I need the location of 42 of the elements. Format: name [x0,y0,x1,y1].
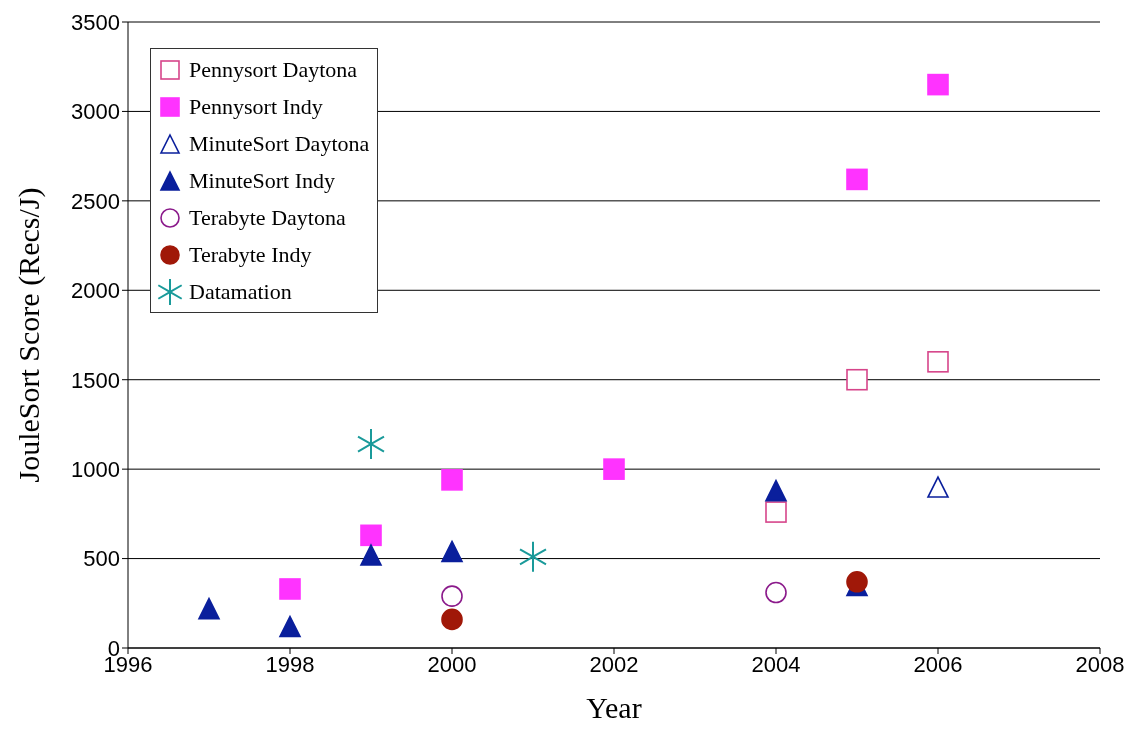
x-tick-label: 1998 [265,651,315,677]
x-axis-title: Year [586,691,642,724]
point [846,368,868,391]
x-tick-label: 2006 [913,651,963,677]
point [279,578,301,600]
legend-label: Pennysort Daytona [189,56,358,83]
point [360,544,382,566]
point [765,501,787,523]
point [603,458,625,480]
legend-label: Terabyte Indy [189,241,312,268]
legend-label: MinuteSort Indy [189,167,336,194]
point [198,597,220,620]
x-tick-label: 2008 [1075,651,1125,677]
point [765,581,787,604]
point [441,469,463,491]
point [765,479,787,502]
point [357,429,385,460]
legend-label: Pennysort Indy [189,93,323,120]
point [927,351,949,373]
point [519,541,547,572]
y-tick-label: 3500 [71,9,120,35]
point [846,168,868,191]
x-tick-label: 2000 [427,651,477,677]
point [927,73,949,96]
point [927,476,949,498]
legend-label: Datamation [189,278,292,305]
x-tick-label: 2004 [751,651,801,677]
point [441,608,463,631]
y-tick-label: 1000 [71,456,120,482]
point [360,524,382,547]
y-tick-label: 2000 [71,278,120,304]
y-tick-label: 1500 [71,367,120,393]
x-tick-label: 2002 [589,651,639,677]
y-axis-title: JouleSort Score (Recs/J) [11,187,46,483]
y-tick-label: 500 [83,546,120,572]
point [279,615,301,638]
point [441,585,463,607]
legend-label: Terabyte Daytona [189,204,346,231]
legend-label: MinuteSort Daytona [189,130,370,157]
y-tick-label: 3000 [71,99,120,125]
y-tick-label: 2500 [71,188,120,214]
point [441,540,463,563]
